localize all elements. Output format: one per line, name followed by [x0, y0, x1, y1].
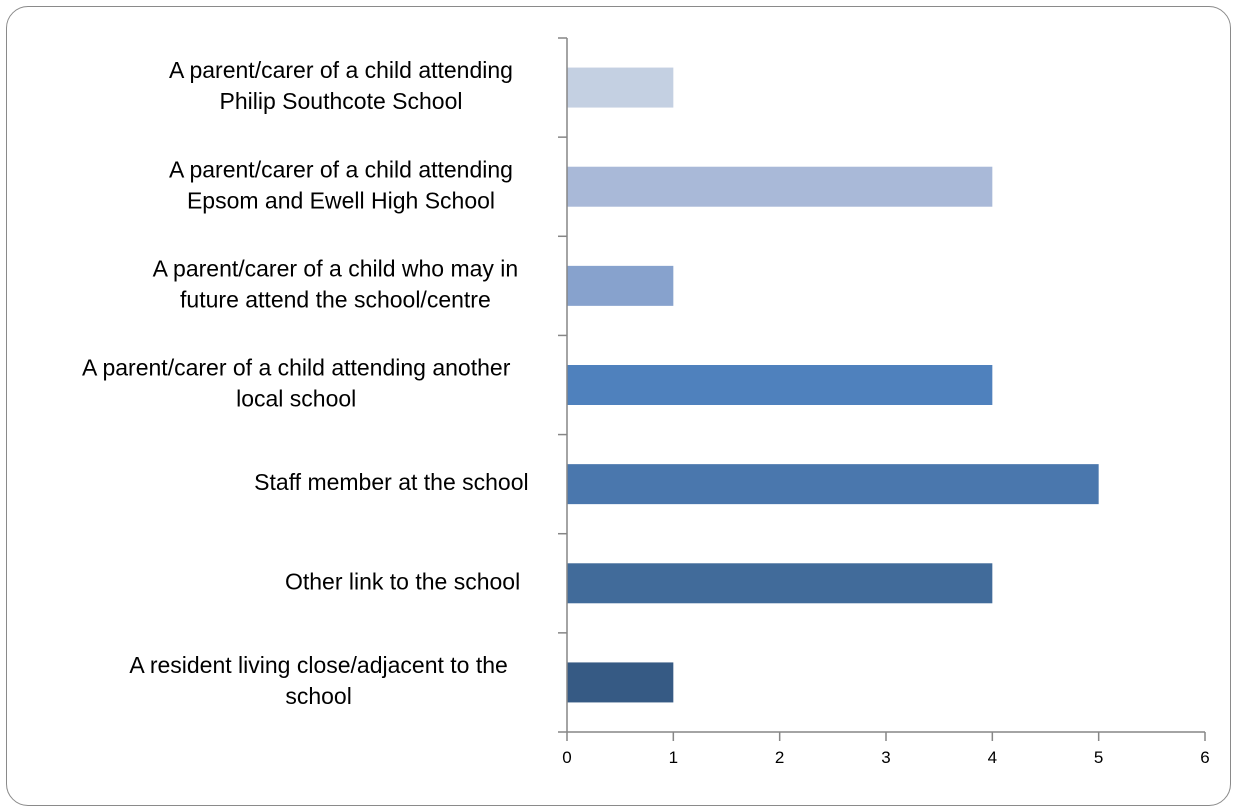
bar-4: [567, 365, 993, 405]
category-label-2: A parent/carer of a child attending Epsom…: [169, 156, 513, 213]
x-tick-labels: 0 1 2 3 4 5 6: [562, 748, 1209, 767]
category-label-line: future attend the school/centre: [180, 286, 491, 312]
x-tick-label-5: 5: [1094, 748, 1103, 767]
axis-layer: [558, 37, 1206, 741]
category-label-4: A parent/carer of a child attending anot…: [82, 355, 511, 412]
x-tick-label-3: 3: [881, 748, 890, 767]
category-label-line: A parent/carer of a child attending: [169, 57, 513, 83]
x-tick-label-1: 1: [669, 748, 678, 767]
category-label-line: A resident living close/adjacent to the: [129, 652, 507, 678]
x-tick-label-2: 2: [775, 748, 784, 767]
x-tick-label-4: 4: [988, 748, 997, 767]
category-label-line: Staff member at the school: [254, 469, 528, 495]
category-label-line: Epsom and Ewell High School: [187, 187, 495, 213]
category-label-line: Philip Southcote School: [220, 88, 463, 114]
bar-6: [567, 563, 993, 604]
bar-chart: A parent/carer of a child attending Phili…: [82, 37, 1210, 767]
category-label-line: A parent/carer of a child attending anot…: [82, 355, 511, 381]
bar-1: [567, 67, 674, 108]
category-label-7: A resident living close/adjacent to the s…: [129, 652, 507, 709]
bars-layer: [567, 67, 1099, 703]
category-label-line: school: [285, 683, 351, 709]
category-label-line: Other link to the school: [285, 568, 520, 594]
bar-2: [567, 166, 993, 207]
category-label-6: Other link to the school: [285, 568, 520, 594]
bar-7: [567, 662, 674, 703]
category-label-line: A parent/carer of a child who may in: [153, 255, 519, 281]
category-labels: A parent/carer of a child attending Phili…: [82, 57, 529, 709]
category-label-3: A parent/carer of a child who may in futu…: [153, 255, 519, 312]
category-label-5: Staff member at the school: [254, 469, 528, 495]
category-label-1: A parent/carer of a child attending Phili…: [169, 57, 513, 114]
bar-5: [567, 464, 1099, 505]
x-tick-label-6: 6: [1200, 748, 1209, 767]
category-label-line: local school: [236, 386, 356, 412]
x-tick-label-0: 0: [562, 748, 571, 767]
category-label-line: A parent/carer of a child attending: [169, 156, 513, 182]
bar-3: [567, 265, 674, 306]
